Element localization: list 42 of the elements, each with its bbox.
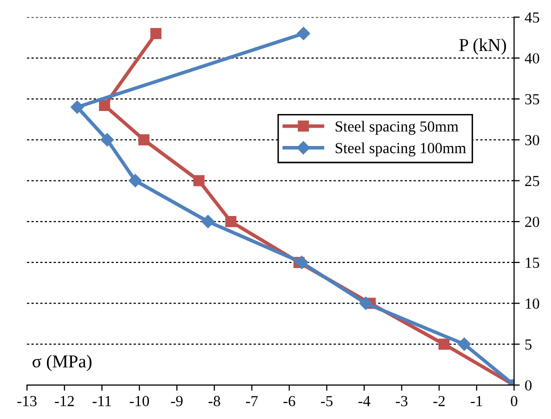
x-tick-label: -4 <box>358 396 370 406</box>
x-tick-label: 0 <box>510 396 518 406</box>
point <box>295 256 308 270</box>
x-tick-label: -13 <box>17 396 37 406</box>
x-tick-label: -6 <box>283 396 296 406</box>
y-axis-title: P (kN) <box>459 38 506 55</box>
point <box>128 174 142 188</box>
point <box>359 296 372 310</box>
point <box>70 100 84 114</box>
x-tick-label: -9 <box>171 396 183 406</box>
x-axis-title: σ (MPa) <box>32 354 92 372</box>
x-tick-label: -5 <box>320 396 333 406</box>
x-tick-label: -1 <box>470 396 482 406</box>
y-tick-label: 25 <box>525 176 540 186</box>
x-tick-label: -8 <box>208 396 220 406</box>
y-tick-label: 45 <box>524 12 540 23</box>
point <box>225 216 236 228</box>
y-tick-label: 0 <box>525 380 532 391</box>
point <box>438 338 450 350</box>
y-tick-label: 40 <box>524 53 540 64</box>
point <box>150 28 162 40</box>
x-tick-label: -3 <box>396 396 408 406</box>
x-tick-label: -12 <box>54 396 74 406</box>
x-tick-label: -11 <box>92 396 111 406</box>
y-tick-label: 5 <box>525 339 532 350</box>
legend-label: Steel spacing 100mm <box>336 142 466 156</box>
x-tick-label: -7 <box>246 396 258 406</box>
y-tick-label: 20 <box>525 216 540 228</box>
point <box>201 214 215 228</box>
y-tick-label: 10 <box>526 298 540 309</box>
legend-label: Steel spacing 50mm <box>336 120 458 135</box>
y-tick-label: 35 <box>525 94 540 104</box>
x-tick-label: -2 <box>433 396 445 406</box>
y-tick-label: 30 <box>525 134 540 146</box>
point <box>138 134 150 146</box>
y-tick-label: 15 <box>526 258 540 268</box>
point <box>296 26 310 40</box>
point <box>99 100 110 112</box>
point <box>193 175 205 186</box>
x-tick-label: -10 <box>130 396 150 406</box>
point <box>100 133 114 146</box>
point <box>458 338 471 351</box>
